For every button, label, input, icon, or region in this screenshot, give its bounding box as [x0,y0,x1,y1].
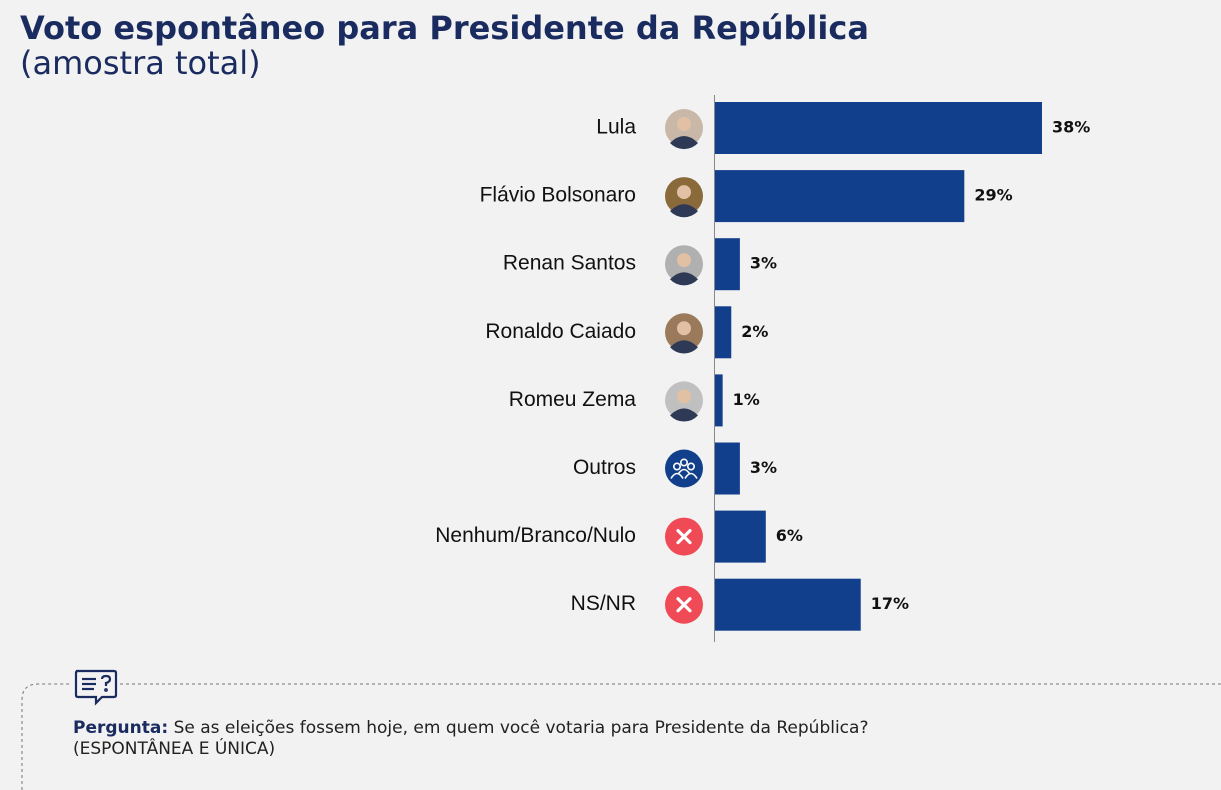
category-label: Nenhum/Branco/Nulo [435,524,636,547]
group-body [684,472,698,479]
group-body [670,472,684,479]
value-label: 1% [733,390,760,409]
row-icon [665,177,703,218]
question-icon [74,669,118,706]
photo-head [677,321,691,336]
bar [715,442,740,495]
chart-subtitle: (amostra total) [20,44,261,82]
value-label: 6% [776,526,803,545]
value-label: 3% [750,458,777,477]
category-label: Flávio Bolsonaro [480,184,636,207]
group-bg [665,449,703,488]
category-label: Outros [573,456,636,479]
category-label: Romeu Zema [509,388,637,411]
category-label: Renan Santos [503,252,636,275]
photo-head [677,253,691,268]
bar [715,170,965,223]
group-body [677,468,691,475]
category-label: NS/NR [571,592,636,615]
photo-body [670,408,698,422]
photo-body [670,204,698,218]
bar [715,238,740,291]
group-head [672,462,681,471]
photo-body [670,340,698,354]
x-mark [676,597,692,613]
row-icon [665,313,703,354]
category-label: Ronaldo Caiado [485,320,636,343]
question-box [21,683,1221,790]
x-mark [676,529,692,545]
category-label: Lula [596,116,636,139]
bar [715,578,861,631]
group-head [686,462,695,471]
value-label: 17% [871,594,909,613]
row-icon [665,245,703,286]
question: Pergunta: Se as eleições fossem hoje, em… [73,718,868,738]
bar [715,102,1042,154]
photo-head [677,117,691,131]
row-icon [665,381,703,422]
row-icon [665,449,703,488]
value-label: 3% [750,254,777,273]
photo-body [670,272,698,286]
row-icon [665,517,703,556]
question-label: Pergunta: [73,718,168,738]
bar [715,374,723,427]
photo-head [677,185,691,200]
question-note: (ESPONTÂNEA E ÚNICA) [73,737,275,759]
photo-body [670,136,698,150]
row-icon [665,585,703,624]
value-label: 29% [974,186,1012,205]
group-head [679,458,688,467]
photo-head [677,389,691,404]
question-text: Se as eleições fossem hoje, em quem você… [174,718,869,738]
chart-title: Voto espontâneo para Presidente da Repúb… [20,9,869,47]
row-icon [665,109,703,150]
value-label: 2% [741,322,768,341]
value-label: 38% [1052,118,1090,137]
bar [715,510,766,563]
bar [715,306,732,359]
